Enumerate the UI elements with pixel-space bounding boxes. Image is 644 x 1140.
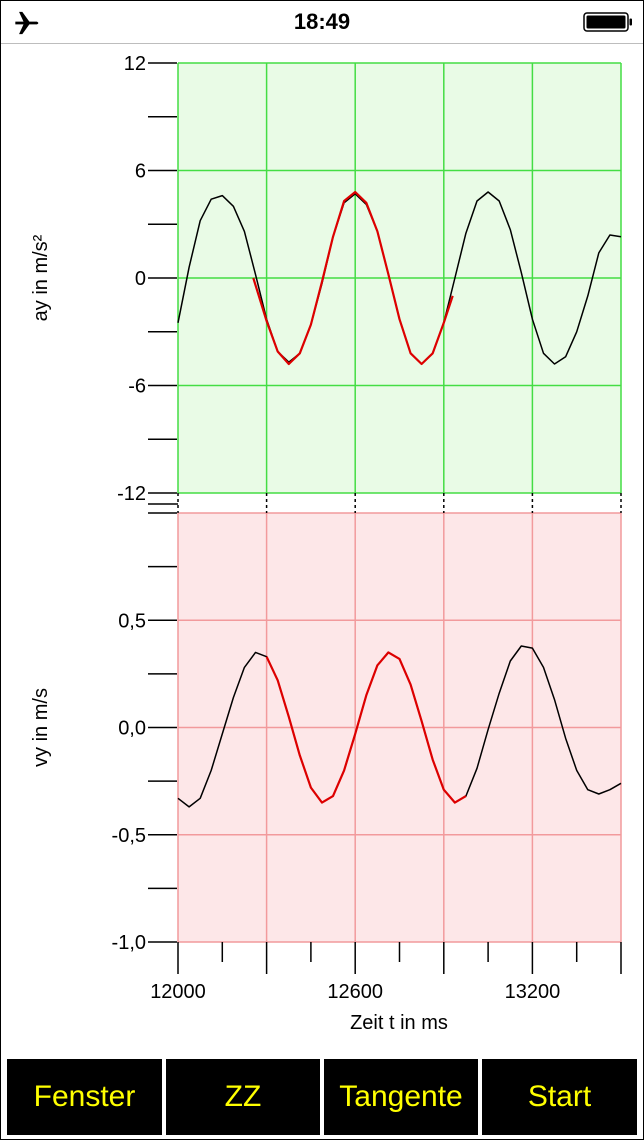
x-axis-title: Zeit t in ms: [350, 1012, 448, 1034]
status-time: 18:49: [293, 9, 351, 34]
y-axis-title: ay in m/s²: [30, 234, 52, 321]
chart-panel-1: 12 6 0 -6 -12 ay in m/s²: [30, 53, 622, 505]
x-tick-label: 12000: [150, 981, 206, 1003]
y-tick-label: -0,5: [112, 825, 146, 847]
chart-panel-2: 0,5 0,0 -0,5 -1,0 vy in m/s: [30, 512, 622, 954]
series-line-fit: [265, 651, 467, 804]
y-tick-label: 0,5: [118, 610, 146, 632]
status-bar: 18:49: [1, 1, 643, 44]
plot-area[interactable]: 12 6 0 -6 -12 ay in m/s² 0,5 0,0 -0,5 -1,0 vy in m…: [1, 44, 643, 1052]
y-tick-label: -6: [128, 376, 146, 398]
y-tick-label: -12: [117, 483, 146, 505]
series-line-fit: [252, 190, 454, 366]
y-tick-label: -1,0: [112, 932, 146, 954]
toolbar: Fenster ZZ Tangente Start: [1, 1053, 643, 1139]
airplane-icon: [15, 11, 39, 35]
y-tick-label: 0,0: [118, 718, 146, 740]
fenster-button[interactable]: Fenster: [7, 1059, 162, 1135]
x-tick-label: 13200: [505, 981, 561, 1003]
y-axis-title: vy in m/s: [30, 688, 52, 767]
battery-icon: [583, 12, 632, 32]
start-button[interactable]: Start: [482, 1059, 637, 1135]
y-tick-label: 12: [124, 53, 146, 75]
y-tick-label: 6: [135, 161, 146, 183]
y-tick-label: 0: [135, 268, 146, 290]
tangente-button[interactable]: Tangente: [324, 1059, 478, 1135]
zz-button[interactable]: ZZ: [166, 1059, 320, 1135]
x-tick-label: 12600: [327, 981, 383, 1003]
